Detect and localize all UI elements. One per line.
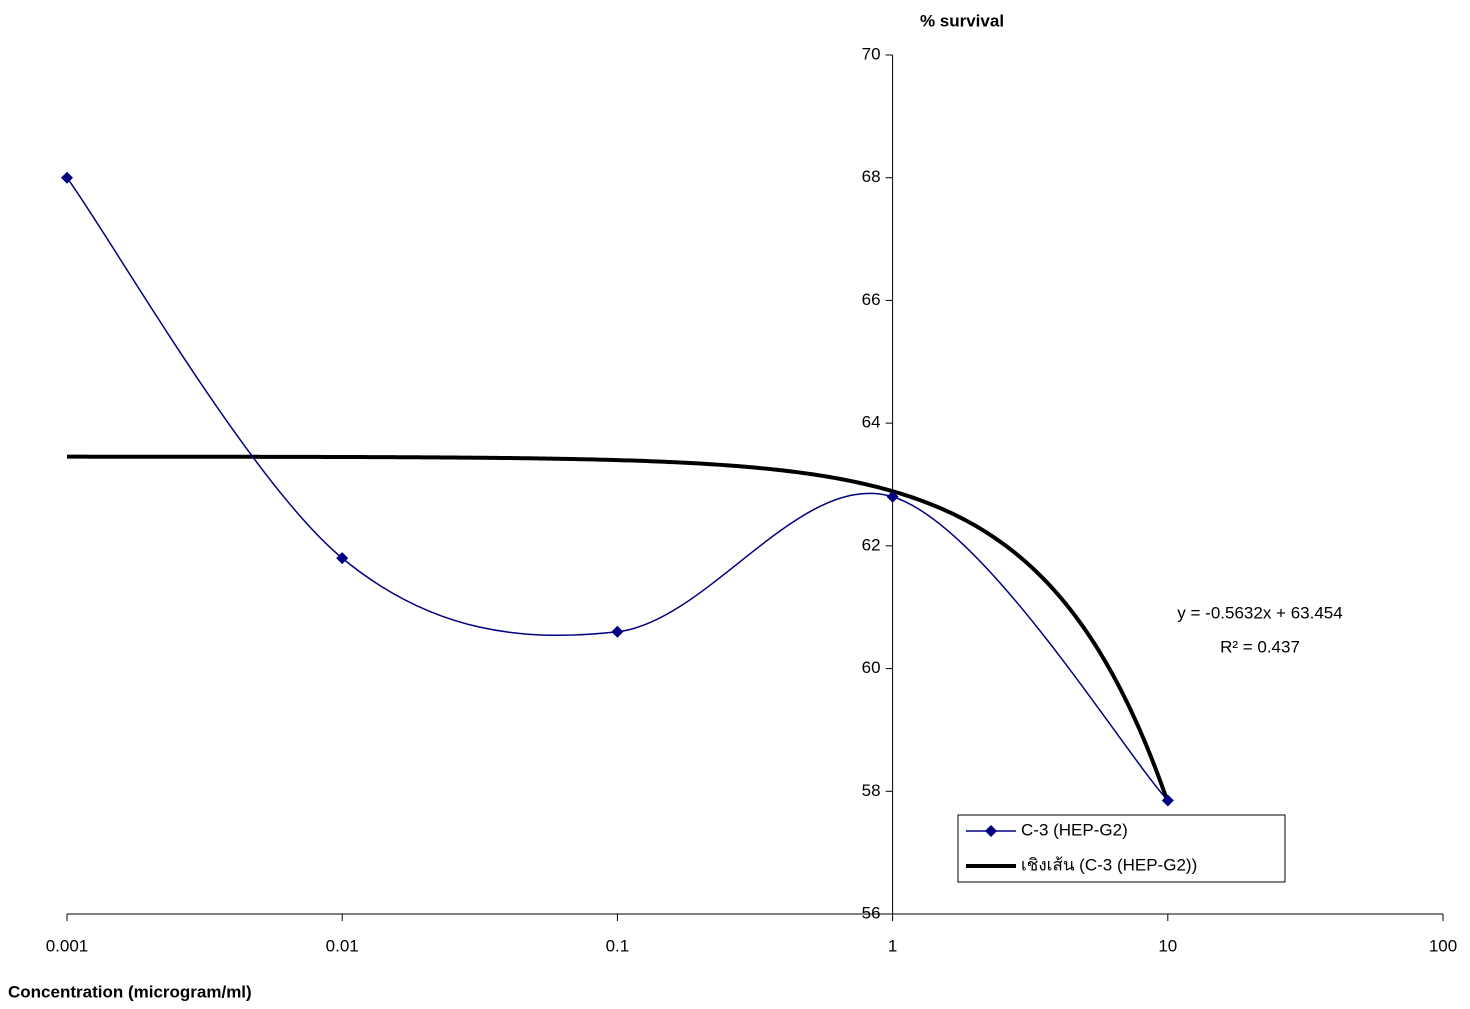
- x-tick-label: 0.001: [46, 936, 89, 955]
- legend-label: เชิงเส้น (C-3 (HEP-G2)): [1021, 855, 1197, 874]
- series-line: [66, 177, 1169, 801]
- y-tick-label: 64: [862, 413, 881, 432]
- y-tick-label: 70: [862, 44, 881, 63]
- legend-label: C-3 (HEP-G2): [1021, 820, 1128, 839]
- y-tick-label: 68: [862, 167, 881, 186]
- marker: [611, 625, 624, 638]
- marker: [1161, 794, 1174, 807]
- trend-equation: y = -0.5632x + 63.454: [1177, 603, 1342, 622]
- trend-r2: R² = 0.437: [1220, 637, 1300, 656]
- y-tick-label: 56: [862, 903, 881, 922]
- y-tick-label: 66: [862, 290, 881, 309]
- legend-box: [957, 814, 1286, 883]
- trendline: [67, 454, 1170, 803]
- x-tick-label: 0.01: [326, 936, 359, 955]
- marker: [886, 490, 899, 503]
- y-axis-title: % survival: [920, 11, 1004, 30]
- x-tick-label: 100: [1429, 936, 1457, 955]
- y-tick-label: 60: [862, 658, 881, 677]
- x-tick-label: 0.1: [606, 936, 630, 955]
- x-axis-title: Concentration (microgram/ml): [8, 982, 252, 1001]
- marker: [336, 552, 349, 565]
- y-tick-label: 62: [862, 535, 881, 554]
- legend-marker: [985, 825, 997, 837]
- y-tick-label: 58: [862, 781, 881, 800]
- x-tick-label: 10: [1158, 936, 1177, 955]
- x-tick-label: 1: [888, 936, 897, 955]
- marker: [61, 171, 73, 184]
